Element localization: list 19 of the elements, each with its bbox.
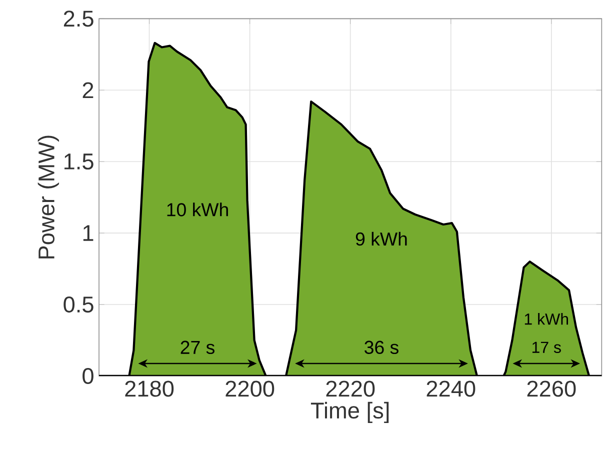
y-tick-label: 1 bbox=[83, 225, 94, 241]
y-tick-label: 2.5 bbox=[64, 10, 94, 27]
y-tick-label: 1.5 bbox=[64, 154, 94, 170]
annotation: 36 s bbox=[364, 340, 398, 354]
x-tick-label: 2180 bbox=[125, 380, 174, 397]
x-tick-label: 2240 bbox=[426, 380, 476, 397]
annotation: 17 s bbox=[532, 342, 561, 353]
annotation: 1 kWh bbox=[524, 313, 568, 325]
x-tick-label: 2260 bbox=[527, 380, 576, 397]
y-axis-title: Power (MW) bbox=[38, 136, 59, 258]
x-tick-label: 2220 bbox=[326, 380, 375, 397]
annotation: 27 s bbox=[180, 340, 214, 354]
y-tick-label: 2 bbox=[82, 82, 94, 98]
x-tick-label: 2200 bbox=[226, 380, 274, 397]
y-tick-label: 0.5 bbox=[64, 296, 94, 313]
x-axis-title: Time [s] bbox=[310, 402, 389, 424]
y-tick-label: 0 bbox=[82, 368, 94, 384]
annotation: 9 kWh bbox=[356, 232, 407, 246]
annotation: 10 kWh bbox=[167, 202, 228, 216]
